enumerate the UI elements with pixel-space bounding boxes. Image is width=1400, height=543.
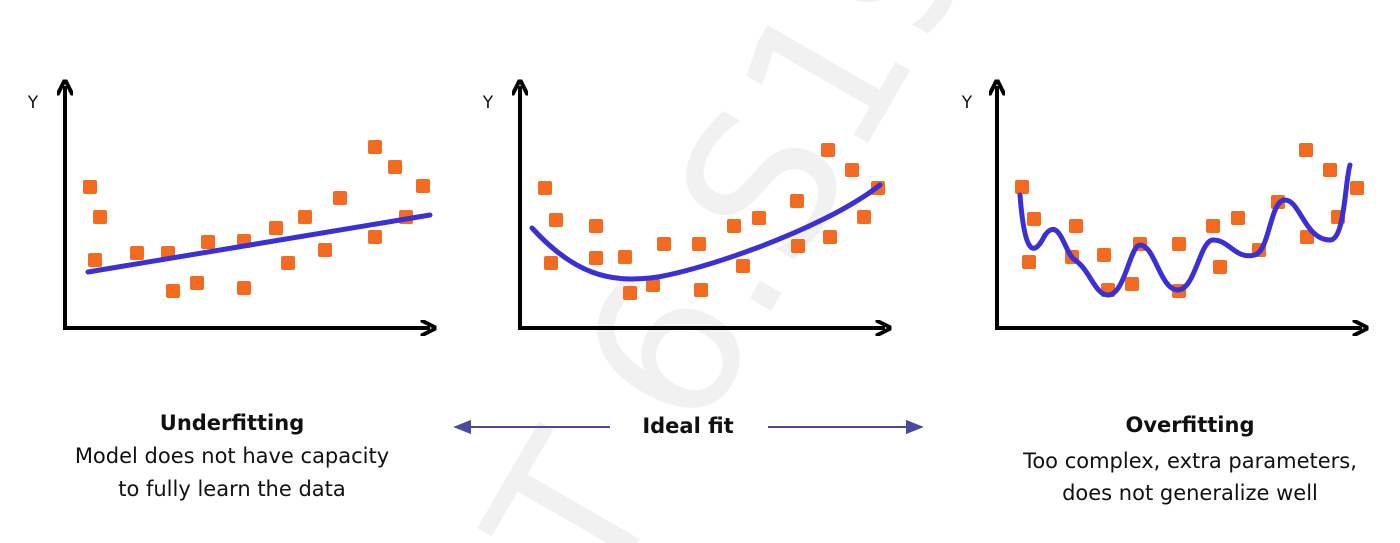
data-point xyxy=(538,181,552,195)
data-point xyxy=(1069,219,1083,233)
data-point xyxy=(88,253,102,267)
data-point xyxy=(269,221,283,235)
plots xyxy=(65,86,1364,328)
panel-title: Underfitting xyxy=(160,411,304,435)
fit-curve xyxy=(529,182,883,282)
data-point xyxy=(1097,248,1111,262)
data-point xyxy=(589,251,603,265)
data-point xyxy=(1350,181,1364,195)
data-point xyxy=(298,210,312,224)
panel-description: Model does not have capacity xyxy=(75,444,389,468)
data-point xyxy=(736,259,750,273)
panel-description: to fully learn the data xyxy=(118,477,346,501)
fit-curve xyxy=(85,212,433,275)
data-point xyxy=(790,194,804,208)
data-point xyxy=(727,219,741,233)
data-point xyxy=(83,180,97,194)
data-point xyxy=(589,219,603,233)
data-point xyxy=(1231,211,1245,225)
data-point xyxy=(388,160,402,174)
data-point xyxy=(1015,180,1029,194)
data-point xyxy=(237,281,251,295)
data-point xyxy=(549,213,563,227)
data-point xyxy=(1213,260,1227,274)
data-point xyxy=(623,286,637,300)
panel-title: Ideal fit xyxy=(642,414,733,438)
data-point xyxy=(1299,143,1313,157)
data-point xyxy=(368,230,382,244)
data-point xyxy=(1027,212,1041,226)
data-point xyxy=(416,179,430,193)
data-point xyxy=(821,143,835,157)
axes xyxy=(520,86,885,328)
data-point xyxy=(190,276,204,290)
data-point xyxy=(544,256,558,270)
data-point xyxy=(201,235,215,249)
data-point xyxy=(130,246,144,260)
data-point xyxy=(692,237,706,251)
axes xyxy=(997,86,1362,328)
data-point xyxy=(1172,237,1186,251)
data-point xyxy=(368,140,382,154)
data-point xyxy=(694,283,708,297)
data-point xyxy=(1323,163,1337,177)
data-point xyxy=(791,239,805,253)
data-point xyxy=(1022,255,1036,269)
data-point xyxy=(1206,219,1220,233)
axis-label: Y xyxy=(27,93,39,113)
data-point xyxy=(752,211,766,225)
data-point xyxy=(646,278,660,292)
data-point xyxy=(93,210,107,224)
data-point xyxy=(823,230,837,244)
axis-label: Y xyxy=(482,93,494,113)
data-point xyxy=(1300,230,1314,244)
data-point xyxy=(318,243,332,257)
data-point xyxy=(166,284,180,298)
panel-description: Too complex, extra parameters, xyxy=(1022,449,1357,473)
panel-description: does not generalize well xyxy=(1062,481,1318,505)
data-point xyxy=(657,237,671,251)
fit-curve xyxy=(1017,162,1353,298)
panel-title: Overfitting xyxy=(1126,413,1255,437)
data-point xyxy=(618,250,632,264)
axis-label: Y xyxy=(961,93,973,113)
data-point xyxy=(1125,277,1139,291)
data-point xyxy=(857,210,871,224)
data-point xyxy=(333,191,347,205)
axes xyxy=(65,86,430,328)
data-point xyxy=(281,256,295,270)
data-point xyxy=(845,163,859,177)
watermark: MIT 6.S191 xyxy=(328,0,1088,543)
